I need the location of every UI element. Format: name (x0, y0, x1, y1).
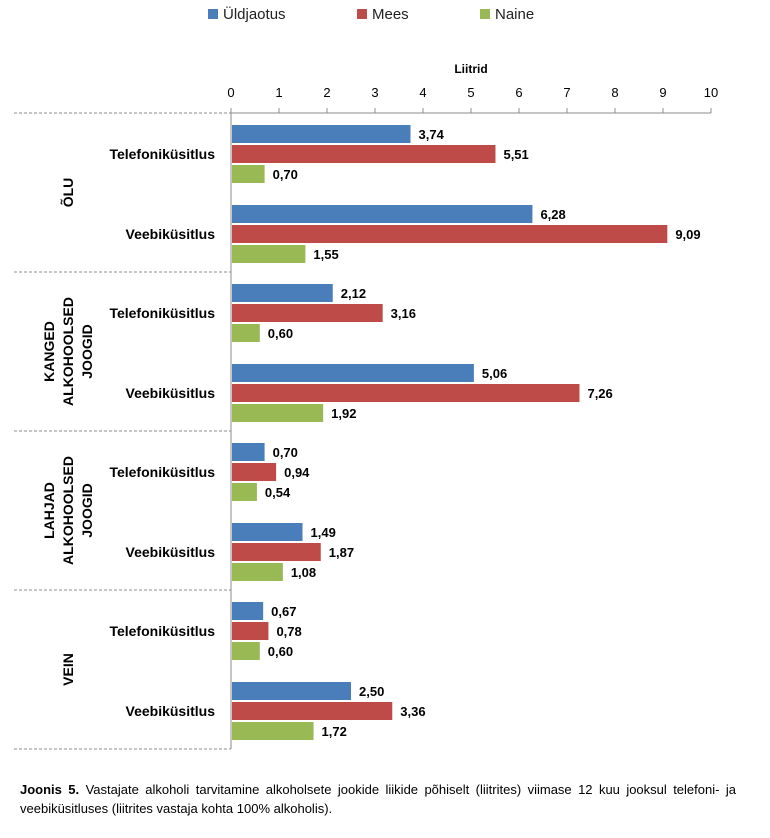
category-label: Veebiküsitlus (126, 703, 216, 719)
group-label: VEIN (60, 653, 76, 686)
data-label: 0,54 (265, 485, 291, 500)
group-label: JOOGID (79, 483, 95, 537)
legend-swatch-3 (480, 9, 490, 19)
data-label: 0,70 (273, 445, 298, 460)
x-tick-label: 4 (419, 85, 426, 100)
group-label: ALKOHOOLSED (60, 456, 76, 565)
bar (232, 304, 383, 322)
legend-label-2: Mees (372, 6, 409, 23)
caption-prefix: Joonis 5. (20, 782, 80, 797)
x-tick-label: 3 (371, 85, 378, 100)
bar (232, 324, 260, 342)
bar (232, 602, 264, 620)
data-label: 1,55 (313, 247, 338, 262)
data-label: 1,08 (291, 565, 316, 580)
category-label: Telefoniküsitlus (109, 464, 215, 480)
data-label: 5,06 (482, 366, 507, 381)
bar (232, 622, 269, 640)
legend-label-3: Naine (495, 6, 534, 23)
data-label: 6,28 (540, 207, 565, 222)
data-label: 3,16 (391, 306, 416, 321)
category-label: Telefoniküsitlus (109, 146, 215, 162)
x-axis-title: Liitrid (454, 62, 487, 76)
bar (232, 443, 265, 461)
data-label: 0,67 (271, 604, 296, 619)
bar (232, 543, 321, 561)
x-tick-label: 5 (467, 85, 474, 100)
data-label: 1,92 (331, 406, 356, 421)
bar (232, 463, 277, 481)
data-label: 0,94 (284, 465, 310, 480)
bar (232, 523, 303, 541)
bar (232, 722, 314, 740)
data-label: 2,50 (359, 684, 384, 699)
data-label: 5,51 (503, 147, 528, 162)
group-label: JOOGID (79, 324, 95, 378)
bar (232, 145, 496, 163)
bar (232, 284, 333, 302)
bar (232, 702, 393, 720)
category-label: Telefoniküsitlus (109, 305, 215, 321)
bar (232, 404, 324, 422)
group-label: ÕLU (59, 178, 76, 208)
data-label: 3,36 (400, 704, 425, 719)
x-tick-label: 1 (275, 85, 282, 100)
x-tick-label: 8 (611, 85, 618, 100)
data-label: 1,87 (329, 545, 354, 560)
bar (232, 245, 306, 263)
group-label: ALKOHOOLSED (60, 297, 76, 406)
group-label: LAHJAD (41, 482, 57, 539)
bar (232, 483, 257, 501)
data-label: 3,74 (419, 127, 445, 142)
bar (232, 563, 283, 581)
bar (232, 165, 265, 183)
bar (232, 225, 668, 243)
legend-swatch-1 (208, 9, 218, 19)
legend-label-1: Üldjaotus (223, 5, 286, 23)
data-label: 0,60 (268, 644, 293, 659)
category-label: Veebiküsitlus (126, 544, 216, 560)
bar (232, 364, 474, 382)
category-label: Veebiküsitlus (126, 226, 216, 242)
bar (232, 384, 580, 402)
x-tick-label: 7 (563, 85, 570, 100)
data-label: 0,78 (276, 624, 301, 639)
figure-caption: Joonis 5. Vastajate alkoholi tarvitamine… (20, 780, 736, 818)
bar (232, 682, 351, 700)
x-tick-label: 2 (323, 85, 330, 100)
x-tick-label: 6 (515, 85, 522, 100)
x-tick-label: 0 (227, 85, 234, 100)
data-label: 9,09 (675, 227, 700, 242)
data-label: 1,49 (311, 525, 336, 540)
x-tick-label: 10 (704, 85, 718, 100)
data-label: 0,70 (273, 167, 298, 182)
caption-text: Vastajate alkoholi tarvitamine alkoholse… (20, 782, 736, 816)
legend-swatch-2 (357, 9, 367, 19)
bar (232, 642, 260, 660)
bar (232, 205, 533, 223)
x-tick-label: 9 (659, 85, 666, 100)
bar (232, 125, 411, 143)
bar-chart: Üldjaotus Mees Naine Liitrid 0 1 2 3 4 5 6 7 8 9 10 ÕLU… (14, 5, 718, 750)
group-label: KANGED (41, 321, 57, 382)
category-label: Veebiküsitlus (126, 385, 216, 401)
category-label: Telefoniküsitlus (109, 623, 215, 639)
data-label: 2,12 (341, 286, 366, 301)
data-label: 1,72 (322, 724, 347, 739)
data-label: 0,60 (268, 326, 293, 341)
data-label: 7,26 (587, 386, 612, 401)
